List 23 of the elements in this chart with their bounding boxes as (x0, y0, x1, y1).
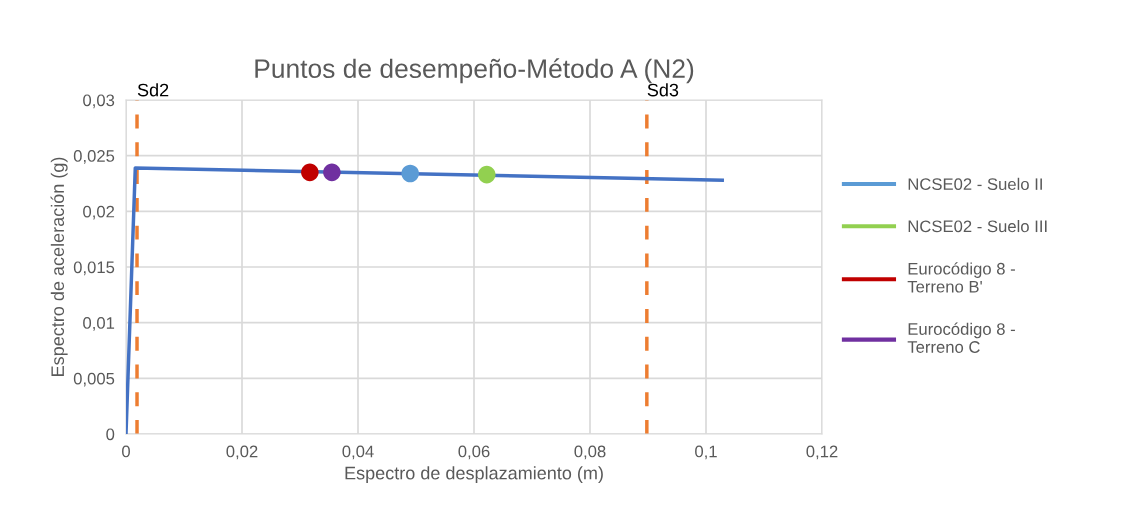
y-tick-label: 0,025 (73, 150, 115, 164)
x-tick-label: 0,02 (226, 445, 258, 460)
x-tick-label: 0,1 (695, 445, 717, 460)
x-tick-label: 0,08 (574, 445, 606, 460)
legend-label: NCSE02 - Suelo III (908, 219, 1047, 233)
y-tick-label: 0 (106, 428, 115, 441)
y-tick-label: 0,01 (83, 317, 115, 331)
legend-label: NCSE02 - Suelo II (908, 177, 1042, 191)
y-tick-label: 0,005 (73, 372, 115, 387)
legend-label: Eurocódigo 8 - Terreno C (907, 322, 1015, 353)
y-tick-label: 0,015 (73, 261, 115, 276)
ref-line-label: Sd3 (647, 83, 679, 97)
y-axis-title: Espectro de aceleración (g) (50, 157, 68, 376)
ref-line-label: Sd2 (137, 83, 169, 97)
x-axis-title: Espectro de desplazamiento (m) (345, 466, 603, 484)
x-tick-label: 0,12 (806, 445, 838, 460)
legend-label: Eurocódigo 8 - Terreno B' (907, 262, 1015, 293)
y-tick-label: 0,03 (83, 94, 115, 109)
x-tick-label: 0,04 (342, 445, 374, 460)
y-tick-label: 0,02 (83, 205, 115, 220)
x-tick-label: 0,06 (458, 445, 490, 460)
chart-title: Puntos de desempeño-Método A (N2) (255, 58, 694, 84)
x-tick-label: 0 (122, 445, 130, 458)
